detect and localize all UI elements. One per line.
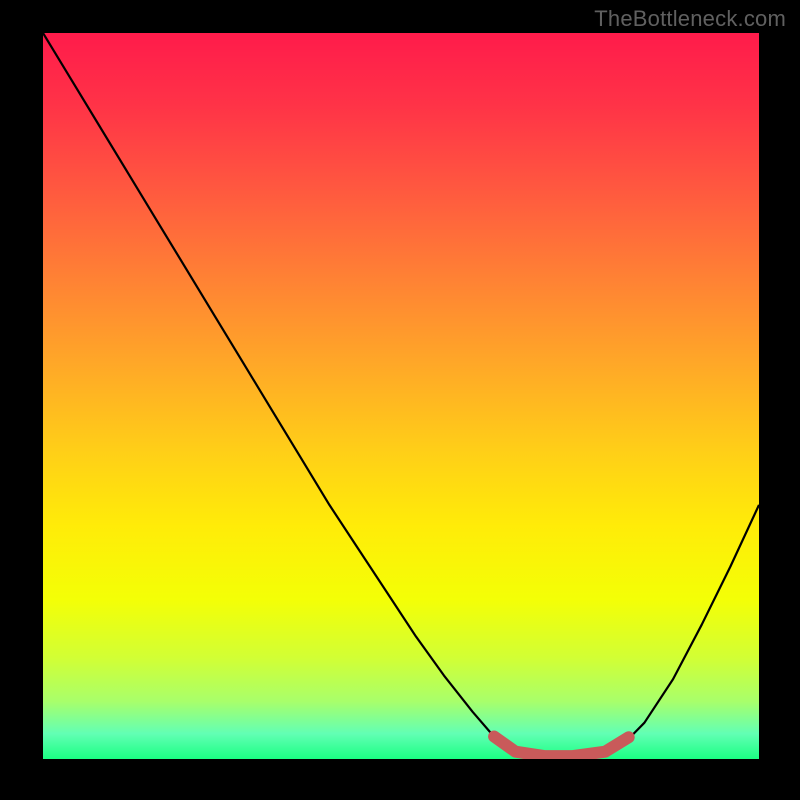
frame: TheBottleneck.com [0,0,800,800]
gradient-background [43,33,759,759]
watermark-text: TheBottleneck.com [594,6,786,32]
plot-area [43,33,759,759]
chart-svg [43,33,759,759]
